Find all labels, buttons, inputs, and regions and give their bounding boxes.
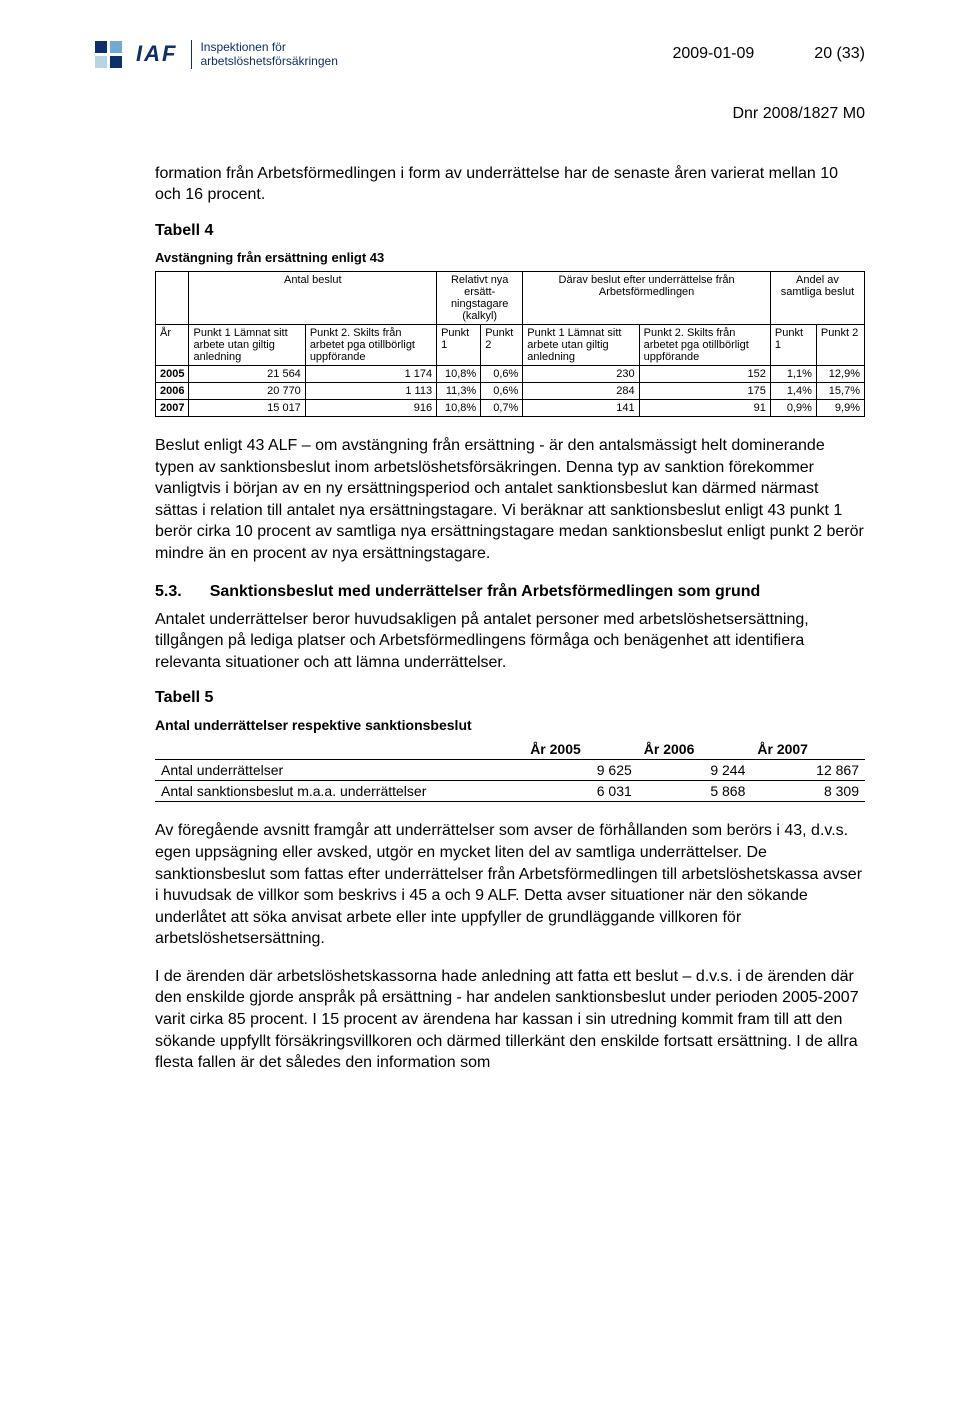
t4-r1-c4: 0,6% xyxy=(481,382,523,399)
section-title: Sanktionsbeslut med underrättelser från … xyxy=(210,583,865,601)
t4-col-blank xyxy=(156,271,189,324)
document-page: IAF Inspektionen för arbetslöshetsförsäk… xyxy=(0,0,960,1415)
t4-r0-c4: 0,6% xyxy=(481,365,523,382)
logo-text: IAF xyxy=(136,41,177,67)
t4-r0-c1: 21 564 xyxy=(189,365,305,382)
t4-r0-ar: 2005 xyxy=(156,365,189,382)
t4-col-p1b: Punkt 1 xyxy=(437,324,481,365)
t5-col-blank xyxy=(155,739,524,760)
page-number: 20 (33) xyxy=(814,45,865,63)
t4-r2-c8: 9,9% xyxy=(816,399,864,416)
t4-r2-c1: 15 017 xyxy=(189,399,305,416)
t4-r1-c1: 20 770 xyxy=(189,382,305,399)
para-after-t5-2: I de ärenden där arbetslöshetskassorna h… xyxy=(155,966,865,1074)
table-row: Antal underrättelser 9 625 9 244 12 867 xyxy=(155,760,865,781)
t4-group-andel: Andel av samtliga beslut xyxy=(770,271,864,324)
t5-r1-label: Antal sanktionsbeslut m.a.a. underrättel… xyxy=(155,781,524,802)
para-after-t4: Beslut enligt 43 ALF – om avstängning fr… xyxy=(155,435,865,565)
doc-date: 2009-01-09 xyxy=(672,45,754,63)
agency-name: Inspektionen för arbetslöshetsförsäkring… xyxy=(191,40,337,69)
table-row: 2007 15 017 916 10,8% 0,7% 141 91 0,9% 9… xyxy=(156,399,865,416)
t4-col-p2d: Punkt 2 xyxy=(816,324,864,365)
agency-name-line1: Inspektionen för xyxy=(200,40,337,54)
t4-r2-ar: 2007 xyxy=(156,399,189,416)
t4-r1-c8: 15,7% xyxy=(816,382,864,399)
t5-col-2007: År 2007 xyxy=(751,739,865,760)
t4-col-p2a: Punkt 2. Skilts från arbetet pga otillbö… xyxy=(305,324,436,365)
t4-r1-c6: 175 xyxy=(639,382,770,399)
t4-r0-c6: 152 xyxy=(639,365,770,382)
t4-col-p2b: Punkt 2 xyxy=(481,324,523,365)
table4: Antal beslut Relativt nya ersätt- ningst… xyxy=(155,271,865,417)
t4-r2-c5: 141 xyxy=(523,399,639,416)
t4-col-p1a: Punkt 1 Lämnat sitt arbete utan giltig a… xyxy=(189,324,305,365)
table4-title: Avstängning från ersättning enligt 43 xyxy=(155,250,865,265)
t4-col-p1d: Punkt 1 xyxy=(770,324,816,365)
t4-r1-ar: 2006 xyxy=(156,382,189,399)
agency-name-line2: arbetslöshetsförsäkringen xyxy=(200,54,337,68)
main-content: formation från Arbetsförmedlingen i form… xyxy=(95,163,865,1074)
t4-group-antal: Antal beslut xyxy=(189,271,437,324)
t4-r0-c2: 1 174 xyxy=(305,365,436,382)
table-row: Antal sanktionsbeslut m.a.a. underrättel… xyxy=(155,781,865,802)
t4-r2-c2: 916 xyxy=(305,399,436,416)
table5-title: Antal underrättelser respektive sanktion… xyxy=(155,717,865,733)
table5: År 2005 År 2006 År 2007 Antal underrätte… xyxy=(155,739,865,802)
t5-r0-v1: 9 625 xyxy=(524,760,638,781)
t5-col-2005: År 2005 xyxy=(524,739,638,760)
section-5-3-heading: 5.3. Sanktionsbeslut med underrättelser … xyxy=(155,583,865,601)
table5-label: Tabell 5 xyxy=(155,689,865,707)
t4-r2-c6: 91 xyxy=(639,399,770,416)
t4-group-darav: Därav beslut efter underrättelse från Ar… xyxy=(523,271,771,324)
section-number: 5.3. xyxy=(155,583,182,601)
t4-col-p1c: Punkt 1 Lämnat sitt arbete utan giltig a… xyxy=(523,324,639,365)
t5-r1-v2: 5 868 xyxy=(638,781,752,802)
t4-col-p2c: Punkt 2. Skilts från arbetet pga otillbö… xyxy=(639,324,770,365)
t4-col-ar: År xyxy=(156,324,189,365)
t4-r1-c2: 1 113 xyxy=(305,382,436,399)
t4-r2-c7: 0,9% xyxy=(770,399,816,416)
t4-r1-c7: 1,4% xyxy=(770,382,816,399)
t5-r1-v3: 8 309 xyxy=(751,781,865,802)
page-header: IAF Inspektionen för arbetslöshetsförsäk… xyxy=(95,40,865,69)
intro-paragraph: formation från Arbetsförmedlingen i form… xyxy=(155,163,865,206)
section-5-3-para: Antalet underrättelser beror huvudsaklig… xyxy=(155,609,865,674)
t5-col-2006: År 2006 xyxy=(638,739,752,760)
t4-r1-c3: 11,3% xyxy=(437,382,481,399)
t5-r0-v3: 12 867 xyxy=(751,760,865,781)
t5-r0-label: Antal underrättelser xyxy=(155,760,524,781)
agency-logo: IAF Inspektionen för arbetslöshetsförsäk… xyxy=(95,40,338,69)
t5-r1-v1: 6 031 xyxy=(524,781,638,802)
t4-r0-c3: 10,8% xyxy=(437,365,481,382)
table-row: 2005 21 564 1 174 10,8% 0,6% 230 152 1,1… xyxy=(156,365,865,382)
diary-number: Dnr 2008/1827 M0 xyxy=(95,105,865,123)
t5-r0-v2: 9 244 xyxy=(638,760,752,781)
t4-group-relativt: Relativt nya ersätt- ningstagare (kalkyl… xyxy=(437,271,523,324)
logo-squares-icon xyxy=(95,41,122,68)
para-after-t5-1: Av föregående avsnitt framgår att underr… xyxy=(155,820,865,950)
t4-r0-c5: 230 xyxy=(523,365,639,382)
t4-r2-c3: 10,8% xyxy=(437,399,481,416)
t4-r2-c4: 0,7% xyxy=(481,399,523,416)
header-meta: 2009-01-09 20 (33) xyxy=(672,45,865,63)
table4-label: Tabell 4 xyxy=(155,222,865,240)
t4-r0-c7: 1,1% xyxy=(770,365,816,382)
t4-r1-c5: 284 xyxy=(523,382,639,399)
t4-r0-c8: 12,9% xyxy=(816,365,864,382)
table-row: 2006 20 770 1 113 11,3% 0,6% 284 175 1,4… xyxy=(156,382,865,399)
